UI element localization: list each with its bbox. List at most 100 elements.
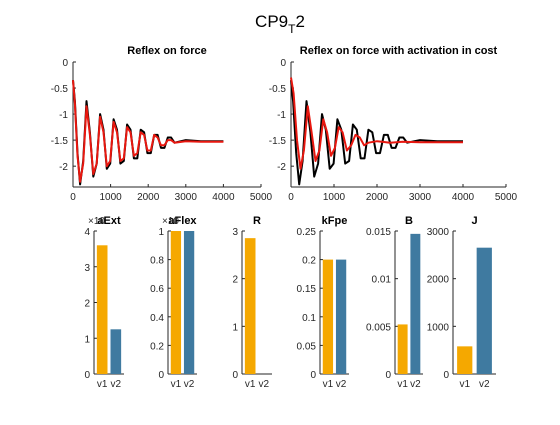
x-tick-label: 4000 — [452, 192, 475, 203]
y-tick-label: 3 — [84, 263, 90, 274]
y-tick-label: -1 — [59, 110, 68, 121]
y-tick-label: 0 — [84, 370, 90, 381]
y-tick-label: -1 — [277, 110, 286, 121]
y-tick-label: 0 — [232, 370, 238, 381]
x-tick-label: v1 — [245, 379, 256, 390]
figure-title-main: CP9 — [255, 12, 288, 31]
x-tick-label: 0 — [288, 192, 294, 203]
figure-title: CP9T2 — [255, 12, 305, 36]
chart-0: Reflex on force 0 1000 2000 3000 4000 5000 -2 -1… — [51, 45, 273, 203]
x-tick-label: v2 — [479, 379, 490, 390]
axis-exponent-label: ×10 — [88, 216, 105, 227]
x-tick-label: 5000 — [495, 192, 518, 203]
y-tick-label: 0.25 — [297, 227, 317, 238]
y-tick-label: 0.4 — [150, 313, 164, 324]
chart-title: kFpe — [322, 215, 348, 227]
y-tick-label: 0 — [158, 370, 164, 381]
x-tick-label: 2000 — [137, 192, 160, 203]
y-tick-label: 0 — [385, 370, 391, 381]
chart-7: J 0 1000 2000 3000 v1 v2 — [427, 215, 496, 390]
chart-title: J — [471, 215, 477, 227]
y-tick-label: 0.8 — [150, 256, 164, 267]
chart-3: aFlex×10 0 0.2 0.4 0.6 0.8 1 v1 v2 — [150, 215, 197, 390]
x-tick-label: v2 — [111, 379, 122, 390]
x-tick-label: 0 — [70, 192, 76, 203]
bar-v2 — [335, 259, 347, 374]
y-tick-label: 0 — [310, 370, 316, 381]
y-tick-label: -2 — [59, 162, 68, 173]
y-tick-label: 0.15 — [297, 284, 317, 295]
bar-v2 — [110, 329, 122, 374]
bar-v2 — [410, 233, 421, 374]
x-tick-label: v2 — [410, 379, 421, 390]
y-tick-label: -2 — [277, 162, 286, 173]
chart-2: aExt×10 0 1 2 3 4 v1 v2 — [84, 215, 124, 390]
y-tick-label: 0.015 — [366, 227, 391, 238]
y-tick-label: 0.1 — [302, 313, 316, 324]
chart-6: B 0 0.005 0.01 0.015 v1 v2 — [366, 215, 423, 390]
bar-v1 — [397, 324, 408, 374]
y-tick-label: -1.5 — [51, 136, 69, 147]
y-tick-label: -0.5 — [269, 84, 287, 95]
x-tick-label: 3000 — [175, 192, 198, 203]
y-tick-label: 2000 — [427, 275, 450, 286]
x-tick-label: v1 — [323, 379, 334, 390]
x-tick-label: v2 — [336, 379, 347, 390]
y-tick-label: 0.05 — [297, 341, 317, 352]
y-tick-label: 4 — [84, 227, 90, 238]
y-tick-label: 2 — [232, 275, 238, 286]
y-tick-label: 0.005 — [366, 322, 391, 333]
bar-v1 — [170, 231, 182, 374]
chart-4: R 0 1 2 3 v1 v2 — [232, 215, 272, 390]
axis-exponent-label: ×10 — [162, 216, 179, 227]
chart-title: aFlex — [168, 215, 197, 227]
y-tick-label: -0.5 — [51, 84, 69, 95]
y-tick-label: 0.01 — [372, 275, 392, 286]
x-tick-label: 4000 — [212, 192, 235, 203]
chart-1: Reflex on force with activation in cost 0… — [269, 45, 518, 203]
bar-v1 — [244, 238, 256, 374]
y-tick-label: 0.6 — [150, 284, 164, 295]
chart-title: aExt — [97, 215, 121, 227]
bar-v1 — [322, 259, 334, 374]
y-tick-label: 3000 — [427, 227, 450, 238]
series-line-black — [290, 80, 463, 186]
x-tick-label: v2 — [259, 379, 270, 390]
y-tick-label: 0.2 — [150, 341, 164, 352]
bar-v2 — [476, 247, 492, 374]
y-tick-label: 0 — [443, 370, 449, 381]
bar-v1 — [96, 245, 108, 374]
y-tick-label: 1000 — [427, 322, 450, 333]
chart-5: kFpe 0 0.05 0.1 0.15 0.2 0.25 v1 v2 — [297, 215, 349, 390]
y-tick-label: 3 — [232, 227, 238, 238]
y-tick-label: 0 — [62, 58, 68, 69]
figure-title-subscript: T — [288, 22, 296, 36]
chart-title: B — [405, 215, 413, 227]
series-line-red — [290, 77, 463, 170]
y-tick-label: 1 — [84, 334, 90, 345]
x-tick-label: 1000 — [99, 192, 122, 203]
y-tick-label: 2 — [84, 299, 90, 310]
chart-title: Reflex on force — [127, 45, 206, 57]
chart-title: Reflex on force with activation in cost — [300, 45, 498, 57]
y-tick-label: 1 — [158, 227, 164, 238]
bar-v2 — [183, 231, 195, 374]
x-tick-label: 5000 — [250, 192, 273, 203]
x-tick-label: v1 — [397, 379, 408, 390]
y-tick-label: 1 — [232, 322, 238, 333]
chart-title: R — [253, 215, 261, 227]
x-tick-label: v2 — [184, 379, 195, 390]
x-tick-label: v1 — [459, 379, 470, 390]
bar-v1 — [457, 346, 473, 374]
series-line-red — [72, 80, 224, 183]
x-tick-label: v1 — [97, 379, 108, 390]
x-tick-label: 1000 — [323, 192, 346, 203]
figure-title-tail: 2 — [295, 12, 304, 31]
y-tick-label: 0.2 — [302, 256, 316, 267]
x-tick-label: 3000 — [409, 192, 432, 203]
x-tick-label: 2000 — [366, 192, 389, 203]
x-tick-label: v1 — [171, 379, 182, 390]
